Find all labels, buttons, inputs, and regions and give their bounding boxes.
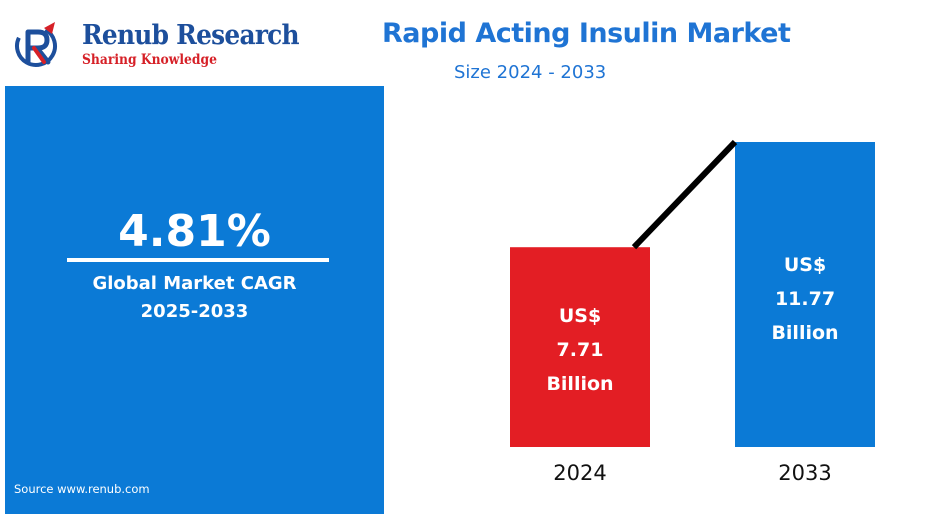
brand-name: Renub Research: [82, 20, 300, 51]
data-label-line: Billion: [771, 322, 839, 344]
cagr-label-line2: 2025-2033: [140, 301, 249, 322]
chart-title: Rapid Acting Insulin Market: [382, 18, 791, 49]
chart-subtitle: Size 2024 - 2033: [454, 62, 607, 83]
data-label-line: 7.71: [556, 339, 604, 362]
cagr-value: 4.81%: [118, 206, 271, 257]
data-label-line: US$: [558, 305, 602, 328]
data-label-line: Billion: [546, 373, 614, 396]
brand-tagline: Sharing Knowledge: [82, 52, 217, 68]
source-note: Source www.renub.com: [14, 482, 150, 496]
trend-line: [631, 139, 738, 250]
renub-logo-icon: [14, 22, 57, 67]
cagr-label: Global Market CAGR 2025-2033: [5, 270, 384, 326]
cagr-panel: 4.81% Global Market CAGR 2025-2033 Sourc…: [5, 86, 384, 514]
data-label-line: 11.77: [774, 288, 836, 310]
brand-logo: Renub Research Sharing Knowledge: [14, 18, 304, 78]
cagr-divider: [67, 258, 329, 262]
data-label-2033: US$ 11.77 Billion: [735, 248, 875, 350]
data-label-line: US$: [783, 254, 827, 276]
x-tick-label-2033: 2033: [778, 461, 832, 485]
cagr-label-line1: Global Market CAGR: [92, 273, 297, 294]
data-label-2024: US$ 7.71 Billion: [510, 299, 650, 401]
bar-2033: [735, 142, 875, 447]
x-tick-label-2024: 2024: [553, 461, 607, 485]
bar-2024: [510, 247, 650, 447]
